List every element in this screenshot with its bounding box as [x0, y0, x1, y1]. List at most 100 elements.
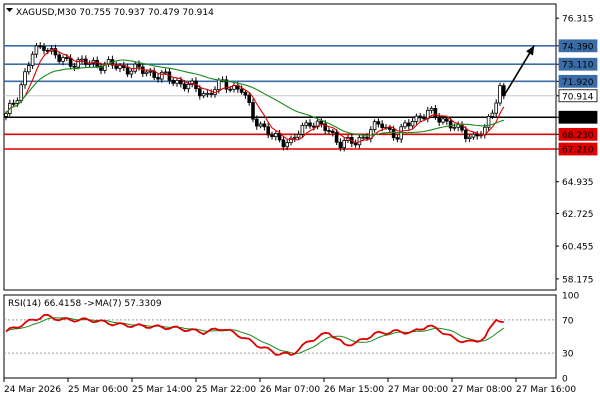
rsi-line: [5, 313, 504, 356]
candle-body: [137, 63, 141, 68]
time-tick-label: 25 Mar 06:00: [68, 385, 128, 395]
candle-body: [23, 71, 27, 86]
forecast-arrow: [503, 45, 535, 97]
candle-body: [186, 84, 191, 90]
candle-body: [448, 120, 453, 129]
candle-body: [494, 102, 498, 114]
candle-body: [201, 93, 206, 97]
candle-body: [323, 123, 327, 131]
candle-body: [296, 133, 301, 138]
price-tick-label: 67.210: [562, 146, 594, 156]
candle-body: [330, 130, 335, 133]
candle-body: [353, 142, 358, 146]
candle-body: [209, 92, 214, 95]
rsi-tick-label: 100: [562, 292, 579, 302]
collapse-triangle-icon: [6, 8, 13, 12]
candle-body: [319, 120, 324, 125]
candle-body: [171, 79, 176, 84]
candle-body: [159, 71, 164, 80]
candle-body: [334, 132, 339, 143]
candle-body: [197, 88, 202, 97]
price-tick-label: 73.110: [562, 61, 594, 71]
candle-body: [4, 113, 8, 117]
candle-body: [163, 71, 168, 74]
series-slow-ma: [5, 59, 504, 136]
candle-body: [34, 45, 39, 55]
candle-body: [175, 80, 179, 84]
price-label-box: [558, 89, 598, 103]
candle-body: [380, 123, 384, 128]
candle-body: [304, 122, 308, 126]
candle-body: [11, 102, 16, 105]
rsi-panel-frame: [3, 294, 557, 379]
candle-body: [273, 132, 278, 138]
price-tick-label: 64.935: [562, 178, 594, 188]
candle-body: [76, 59, 81, 68]
candle-body: [30, 53, 35, 66]
series-fast-ma: [5, 48, 505, 144]
main-panel-frame: [3, 3, 557, 291]
candle-body: [19, 84, 23, 102]
candle-body: [414, 115, 419, 122]
candle-body: [406, 122, 411, 127]
candle-body: [422, 117, 426, 120]
candle-body: [281, 139, 286, 148]
candle-body: [444, 118, 449, 122]
candle-body: [376, 121, 381, 125]
candle-body: [57, 54, 61, 62]
candle-body: [156, 77, 160, 80]
candle-body: [80, 58, 84, 61]
candle-body: [342, 140, 346, 149]
candle-body: [490, 112, 495, 117]
chart-header: XAGUSD,M30 70.755 70.937 70.479 70.914: [16, 8, 214, 18]
candle-body: [403, 122, 407, 128]
candle-body: [475, 133, 479, 137]
time-tick-label: 26 Mar 15:00: [324, 385, 384, 395]
candle-body: [228, 88, 233, 91]
candle-body: [224, 79, 229, 90]
candle-body: [216, 79, 221, 91]
candle-body: [292, 136, 297, 139]
candle-body: [182, 83, 187, 90]
candle-body: [410, 121, 415, 127]
candle-body: [125, 67, 130, 75]
rsi-tick-label: 0: [562, 375, 568, 385]
candle-body: [418, 115, 422, 119]
candle-body: [327, 130, 331, 132]
price-label-box: [558, 127, 598, 141]
candle-body: [308, 122, 312, 127]
main-panel: 76.315 74.390 73.110 71.920 70.914 69.420 68.2…: [3, 3, 598, 291]
candle-body: [129, 70, 134, 75]
candle-body: [144, 71, 149, 74]
candle-body: [53, 48, 58, 56]
price-label-box: [558, 39, 598, 53]
candle-body: [65, 57, 69, 59]
candle-body: [289, 137, 293, 144]
candle-body: [266, 126, 270, 136]
candle-body: [205, 92, 210, 95]
price-tick-label: 69.420: [562, 114, 594, 124]
candle-body: [99, 65, 103, 71]
time-tick-label: 27 Mar 16:00: [516, 385, 576, 395]
candle-body: [148, 70, 153, 73]
price-tick-label: 76.315: [562, 15, 594, 25]
price-tick-label: 60.455: [562, 243, 594, 253]
candle-body: [247, 94, 252, 103]
candle-body: [190, 80, 195, 85]
candle-body: [471, 133, 476, 138]
price-tick-label: 74.390: [562, 42, 594, 52]
candle-body: [270, 134, 274, 138]
candle-body: [437, 116, 441, 123]
candle-body: [254, 118, 259, 127]
candle-body: [95, 59, 100, 67]
candle-body: [300, 124, 305, 135]
price-label-box: [558, 57, 598, 71]
candle-body: [251, 102, 255, 120]
rsi-ma-line: [5, 317, 505, 355]
price-tick-label: 71.920: [562, 78, 594, 88]
rsi-tick-label: 30: [562, 350, 574, 360]
candle-body: [311, 125, 316, 128]
price-label-box: [558, 110, 598, 124]
rsi-tick-label: 70: [562, 316, 574, 326]
